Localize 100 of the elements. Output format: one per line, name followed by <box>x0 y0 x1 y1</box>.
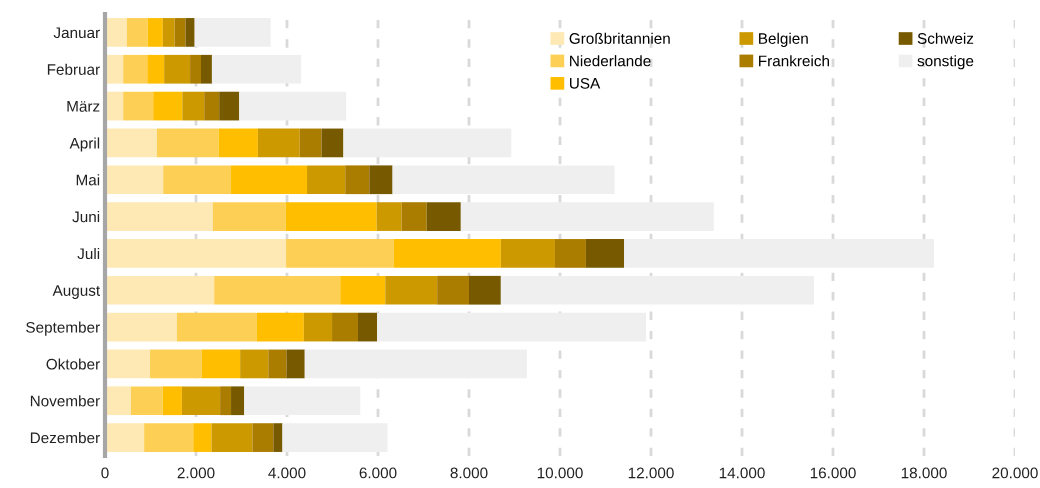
bar <box>211 54 302 84</box>
y-tick-label: April <box>69 137 100 152</box>
bar <box>500 275 814 305</box>
bar <box>105 423 145 452</box>
bar <box>469 275 501 305</box>
bar <box>123 91 154 121</box>
bar <box>357 312 378 342</box>
bar <box>460 202 714 231</box>
y-tick-label: Juni <box>72 211 100 223</box>
bar <box>105 349 151 379</box>
bar <box>162 386 182 416</box>
bar <box>218 128 258 158</box>
x-tick-label: 2.000 <box>177 467 215 479</box>
bar <box>174 18 186 47</box>
bar <box>256 312 304 342</box>
x-tick-label: 8.000 <box>450 467 488 479</box>
bar <box>369 165 393 195</box>
y-tick-label: November <box>30 395 100 407</box>
bar <box>219 91 240 121</box>
y-tick-label: Mai <box>76 174 100 186</box>
y-tick-label: August <box>52 285 101 299</box>
bar <box>585 239 625 268</box>
bar <box>303 312 333 342</box>
bar <box>332 312 358 342</box>
bar <box>164 54 191 84</box>
bar <box>273 423 283 452</box>
bar <box>212 202 286 231</box>
bar <box>392 165 615 195</box>
bar <box>105 386 131 416</box>
bar <box>214 275 341 305</box>
bar <box>377 312 646 342</box>
bar <box>220 386 232 416</box>
bar <box>286 349 305 379</box>
bar <box>181 386 221 416</box>
bar <box>201 349 241 379</box>
bar <box>385 275 438 305</box>
bar <box>150 349 202 379</box>
bar <box>231 386 245 416</box>
y-tick-label: März <box>67 101 100 112</box>
y-tick-label: Dezember <box>30 432 100 444</box>
bar <box>126 18 148 47</box>
bar <box>147 18 163 47</box>
bar <box>105 18 127 47</box>
bar <box>105 165 164 195</box>
y-tick-label: September <box>26 321 100 336</box>
x-tick-label: 4.000 <box>268 467 306 479</box>
legend-label: USA <box>570 77 601 89</box>
y-tick-label: Oktober <box>46 358 100 370</box>
bar <box>240 349 269 379</box>
bar <box>193 423 212 452</box>
bar <box>105 202 213 231</box>
x-tick-label: 20.000 <box>992 467 1038 479</box>
x-tick-label: 10.000 <box>537 467 583 479</box>
bar <box>105 275 215 305</box>
bar <box>321 128 344 158</box>
bar <box>123 54 148 84</box>
bar <box>304 349 527 379</box>
legend-label: Großbritannien <box>569 32 670 44</box>
bar <box>340 275 386 305</box>
legend-label: Niederlande <box>570 55 651 67</box>
bar <box>376 202 402 231</box>
bar <box>105 312 177 342</box>
bar <box>624 239 935 268</box>
x-tick-label: 14.000 <box>719 467 765 479</box>
bar <box>286 239 394 268</box>
bar <box>204 91 220 121</box>
bar <box>426 202 461 231</box>
legend-label: Schweiz <box>917 32 974 44</box>
bar <box>105 128 157 158</box>
bar <box>156 128 219 158</box>
bar <box>105 239 287 268</box>
bar <box>185 18 195 47</box>
x-tick-label: 18.000 <box>901 467 947 479</box>
y-tick-label: Juli <box>77 247 100 260</box>
legend-label: Belgien <box>759 32 808 47</box>
legend-label: Frankreich <box>759 55 829 67</box>
bar <box>194 18 271 47</box>
bar <box>307 165 346 195</box>
bar <box>201 54 212 84</box>
y-tick-label: Januar <box>53 27 100 39</box>
bar <box>401 202 427 231</box>
bar <box>239 91 347 121</box>
bar <box>257 128 300 158</box>
bar <box>268 349 287 379</box>
bar <box>162 18 175 47</box>
legend-label: sonstige <box>917 55 974 70</box>
y-tick-label: Februar <box>47 63 100 75</box>
bar <box>345 165 370 195</box>
bar <box>343 128 512 158</box>
bar <box>500 239 555 268</box>
x-tick-label: 16.000 <box>810 467 856 479</box>
bar <box>144 423 194 452</box>
bar <box>252 423 274 452</box>
x-tick-label: 6.000 <box>359 467 397 479</box>
bar <box>555 239 586 268</box>
bar <box>182 91 205 121</box>
bar <box>244 386 361 416</box>
bar <box>437 275 469 305</box>
bar <box>153 91 183 121</box>
bar <box>190 54 202 84</box>
